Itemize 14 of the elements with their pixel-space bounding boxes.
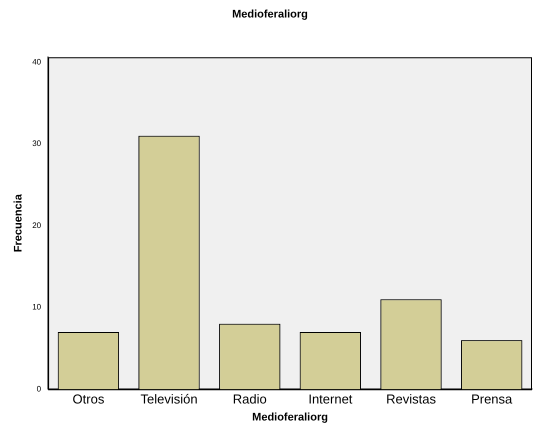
y-tick-label: 40 (32, 57, 42, 66)
x-tick-label: Prensa (471, 392, 514, 407)
chart-title: Medioferaliorg (232, 8, 308, 21)
y-tick-label: 0 (36, 384, 42, 394)
y-tick-label: 30 (32, 139, 42, 148)
x-tick-label: Internet (308, 392, 353, 407)
x-tick-label: Radio (232, 392, 267, 407)
x-tick-label: Televisión (140, 392, 198, 407)
y-tick-label: 20 (32, 220, 42, 230)
x-tick-label: Revistas (386, 392, 436, 407)
y-axis-title: Frecuencia (12, 193, 25, 252)
x-axis-title: Medioferaliorg (252, 411, 328, 424)
x-tick-label: Otros (72, 392, 105, 407)
y-tick-label: 10 (32, 302, 42, 312)
